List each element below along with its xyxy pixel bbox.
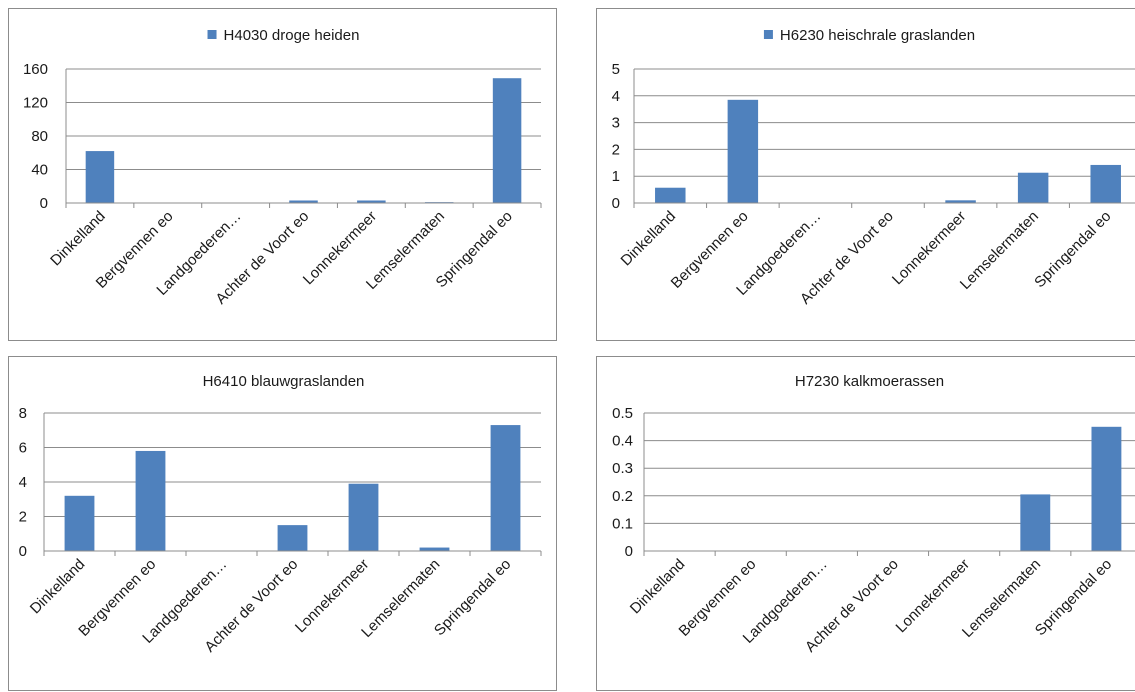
y-tick-label: 8 bbox=[19, 405, 27, 422]
bar bbox=[85, 151, 115, 203]
bar bbox=[1020, 494, 1051, 551]
x-tick-label: Dinkelland bbox=[627, 556, 689, 618]
y-tick-label: 4 bbox=[19, 474, 27, 491]
bar bbox=[64, 495, 95, 551]
y-tick-label: 0.3 bbox=[612, 460, 633, 477]
legend-label: H6230 heischrale graslanden bbox=[780, 27, 975, 44]
bar bbox=[1091, 426, 1122, 551]
legend: H6230 heischrale graslanden bbox=[763, 27, 975, 44]
y-tick-label: 0 bbox=[612, 195, 620, 212]
bar bbox=[357, 200, 386, 203]
y-tick-label: 0 bbox=[40, 195, 48, 212]
chart-title: H7230 kalkmoerassen bbox=[795, 373, 944, 390]
x-tick-label: Lonnekermeer bbox=[292, 556, 372, 636]
x-tick-label: Lonnekermeer bbox=[893, 556, 973, 636]
bar bbox=[289, 200, 318, 203]
bar bbox=[348, 483, 379, 551]
x-tick-label: Dinkelland bbox=[27, 556, 89, 618]
x-tick-label: Bergvennen eo bbox=[668, 208, 752, 292]
bar bbox=[1090, 164, 1121, 203]
chart-panel-h6410: H6410 blauwgraslanden 0 2 4 6 8 Dinkelland Berg… bbox=[8, 356, 557, 691]
bar bbox=[1017, 172, 1049, 203]
legend-swatch bbox=[207, 30, 217, 39]
chart-title: H6410 blauwgraslanden bbox=[203, 373, 365, 390]
x-tick-label: Springendal eo bbox=[1031, 208, 1114, 291]
y-tick-label: 5 bbox=[612, 61, 620, 78]
chart-svg: H6410 blauwgraslanden02468DinkellandBerg… bbox=[19, 373, 542, 656]
bar bbox=[490, 425, 521, 551]
bar bbox=[135, 450, 166, 551]
y-tick-label: 4 bbox=[612, 88, 620, 105]
x-tick-label: Dinkelland bbox=[47, 208, 109, 270]
x-tick-label: Lemselermaten bbox=[957, 208, 1042, 293]
legend-swatch bbox=[763, 30, 773, 39]
y-tick-label: 1 bbox=[612, 168, 620, 185]
x-tick-label: Dinkelland bbox=[618, 208, 680, 270]
x-tick-label: Springendal eo bbox=[1032, 556, 1115, 639]
bar bbox=[727, 99, 759, 203]
bar bbox=[419, 547, 450, 551]
y-tick-label: 2 bbox=[612, 141, 620, 158]
x-tick-label: Springendal eo bbox=[431, 556, 514, 639]
y-tick-label: 0.2 bbox=[612, 488, 633, 505]
chart-svg: H4030 droge heiden04080120160DinkellandB… bbox=[23, 27, 542, 308]
chart-panel-h7230: H7230 kalkmoerassen 0 0.1 0.2 0.3 0.4 0.5 Dinke… bbox=[596, 356, 1135, 691]
y-tick-label: 0 bbox=[625, 543, 633, 560]
legend-label: H4030 droge heiden bbox=[224, 27, 360, 44]
bar bbox=[655, 187, 686, 203]
y-tick-label: 6 bbox=[19, 440, 27, 457]
legend: H4030 droge heiden bbox=[207, 27, 360, 44]
bar bbox=[277, 525, 308, 551]
chart-svg: H7230 kalkmoerassen 0 0.1 0.2 0.3 0.4 0.5 Dinke… bbox=[612, 373, 1135, 656]
y-tick-label: 2 bbox=[19, 509, 27, 526]
y-tick-label: 3 bbox=[612, 115, 620, 132]
chart-panel-h4030: H4030 droge heiden 0 40 80 120 160 Dinkelland B… bbox=[8, 8, 557, 341]
bar bbox=[945, 200, 976, 203]
y-tick-label: 0.1 bbox=[612, 515, 633, 532]
y-tick-label: 120 bbox=[23, 95, 48, 112]
chart-panel-h6230: H6230 heischrale graslanden 0 1 2 3 4 5 Dinkell… bbox=[596, 8, 1135, 341]
x-tick-label: Lonnekermeer bbox=[889, 208, 969, 288]
y-tick-label: 40 bbox=[31, 162, 48, 179]
y-tick-label: 0.5 bbox=[612, 405, 633, 422]
y-tick-label: 0.4 bbox=[612, 433, 633, 450]
bar bbox=[492, 78, 522, 203]
y-tick-label: 0 bbox=[19, 543, 27, 560]
y-tick-label: 160 bbox=[23, 61, 48, 78]
chart-svg: H6230 heischrale graslanden 0 1 2 3 4 5 Dinkell… bbox=[612, 27, 1135, 308]
y-tick-label: 80 bbox=[31, 128, 48, 145]
